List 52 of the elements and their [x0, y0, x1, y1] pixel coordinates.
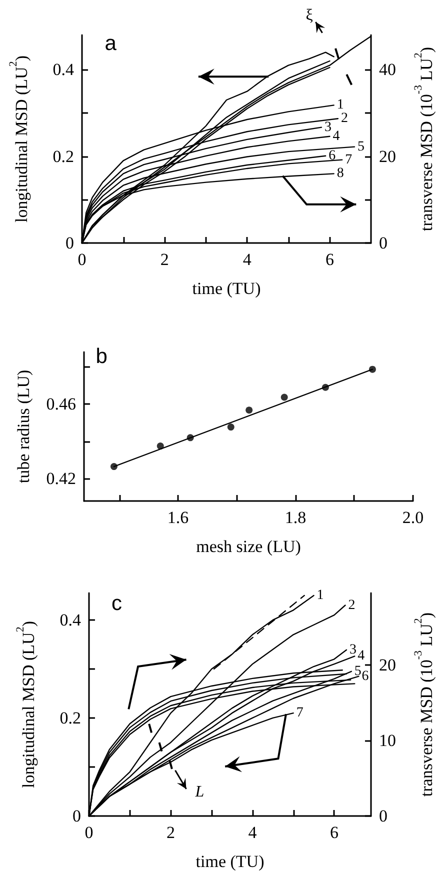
series-label: 6: [328, 148, 336, 164]
x-tick-label: 2.0: [402, 508, 424, 527]
x-axis-title: mesh size (LU): [196, 537, 301, 556]
x-tick-label: 1.6: [167, 508, 189, 527]
x-tick-label: 4: [242, 250, 252, 269]
y-tick-label: 0.4: [52, 60, 74, 80]
y2-tick-label: 40: [379, 60, 396, 80]
y2-tick-label: 20: [379, 146, 396, 166]
x-tick-label: 2: [160, 250, 169, 269]
series-label: 6: [362, 668, 369, 684]
x-tick-label: 0: [84, 823, 94, 842]
y-axis-title: tube radius (LU): [14, 370, 33, 484]
y-tick-label: 0.46: [46, 394, 76, 414]
legend-label: 1: [336, 98, 344, 113]
text: ξ: [306, 6, 313, 24]
series-label: 4: [358, 648, 365, 664]
annotation: c: [111, 592, 122, 616]
y2-tick-label: 20: [379, 655, 396, 674]
x-tick-label: 6: [325, 250, 334, 269]
annotation: b: [96, 345, 108, 368]
y2-axis-title: transverse MSD (10-3 LU2): [412, 612, 436, 797]
series-label: 5: [354, 664, 362, 679]
x-tick-label: 4: [248, 823, 258, 842]
x-axis-title: time (TU): [192, 279, 261, 298]
x-tick-label: 1.8: [284, 508, 306, 527]
y-tick-label: 0.42: [46, 469, 76, 488]
y2-tick-label: 0: [379, 234, 388, 252]
annotation: L: [194, 783, 204, 800]
y-tick-label: 0: [66, 234, 74, 252]
series-label: 4: [332, 128, 340, 144]
series-label: 3: [349, 642, 356, 658]
x-axis-title: time (TU): [196, 852, 264, 871]
series-label: 8: [336, 166, 344, 182]
y2-tick-label: 0: [379, 806, 388, 826]
series-label: 7: [296, 706, 304, 721]
series-label: 3: [324, 120, 332, 135]
series-label: 2: [348, 598, 356, 613]
y2-tick-label: 10: [379, 730, 396, 750]
y-tick-label: 0: [72, 806, 81, 826]
x-tick-label: 2: [166, 823, 175, 842]
x-tick-label: 6: [330, 823, 338, 842]
y2-axis-title: transverse MSD (10-3 LU2): [412, 46, 436, 232]
series-label: 5: [357, 139, 364, 154]
y-tick-label: 0.4: [60, 610, 82, 630]
series-label: 2: [340, 111, 348, 126]
y-axis-title: longitudinal MSD (LU2): [8, 56, 31, 222]
y-axis-title: longitudinal MSD (LU2): [14, 621, 38, 788]
y-tick-label: 0.2: [52, 146, 74, 166]
y-tick-label: 0.2: [60, 708, 81, 728]
series-label: 1: [316, 588, 324, 603]
series-label: 7: [345, 152, 352, 168]
annotation: a: [104, 32, 117, 56]
